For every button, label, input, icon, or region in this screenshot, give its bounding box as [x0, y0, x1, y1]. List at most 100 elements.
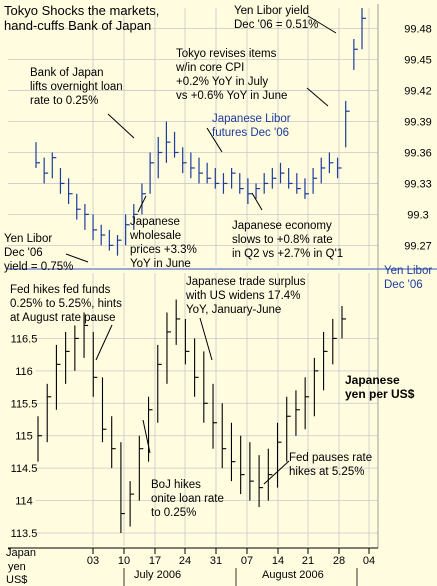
annotation-trade-1: Japanese trade surplus	[186, 276, 306, 288]
price-bars	[35, 8, 366, 534]
chart-title-line1: Tokyo Shocks the markets,	[4, 3, 159, 18]
libor-bar	[133, 204, 138, 230]
libor-bar	[312, 167, 318, 194]
annotation-libor-low-2: Dec '06	[4, 247, 43, 259]
libor-bar	[67, 178, 73, 205]
yen-bar	[65, 331, 70, 384]
x-month-august: August 2006	[262, 569, 324, 581]
yen-bar	[138, 435, 144, 501]
y-tick-label-bottom: 114	[15, 496, 33, 508]
yen-bar	[46, 383, 52, 443]
yen-bar	[120, 442, 125, 534]
libor-bar	[157, 137, 163, 179]
libor-bar	[255, 183, 261, 199]
annotation-fed-hike-1: Fed hikes fed funds	[10, 284, 111, 296]
y-tick-label-top: 99.39	[404, 117, 432, 129]
annotation-trade-2: with US widens 17.4%	[185, 290, 300, 302]
leader-cpi	[306, 87, 329, 107]
libor-bar	[247, 178, 252, 205]
libor-bar	[271, 167, 277, 189]
leader-boj-lift	[107, 113, 135, 139]
libor-bar	[190, 152, 195, 179]
annotation-libor-low-3: yield = 0.75%	[4, 261, 73, 273]
x-tick-label: 10	[118, 555, 130, 567]
libor-bar	[51, 152, 57, 179]
yen-bar	[101, 377, 107, 443]
libor-bar	[231, 167, 236, 189]
libor-bar	[59, 167, 65, 194]
annotation-trade-3: YoY, January-June	[186, 304, 281, 316]
libor-bar	[100, 224, 106, 246]
yen-bar	[258, 455, 264, 508]
leader-fed-hike	[95, 324, 113, 361]
yen-bar	[194, 338, 199, 397]
y-tick-label-bottom: 116	[15, 366, 33, 378]
libor-bar	[149, 152, 155, 194]
y-tick-label-top: 99.48	[404, 24, 432, 36]
libor-bar	[125, 214, 130, 246]
annotation-libor-futures-2: futures Dec '06	[212, 127, 289, 139]
yen-bar	[304, 377, 310, 430]
libor-bar	[345, 100, 350, 148]
libor-bar	[206, 162, 212, 184]
yen-bar	[111, 416, 116, 469]
annotation-economy-2: slows to +0.8% rate	[232, 234, 333, 246]
y-tick-label-bottom: 113.5	[11, 528, 38, 540]
libor-bar	[92, 214, 98, 241]
yen-bar	[221, 403, 227, 469]
libor-bar	[84, 204, 89, 230]
yen-bar	[249, 442, 254, 501]
yen-bar	[147, 396, 153, 462]
annotation-libor-right-2: Dec '06	[384, 279, 423, 291]
yen-bar	[74, 325, 79, 371]
annotation-boj-hike-3: to 0.25%	[151, 507, 196, 519]
libor-bar	[173, 131, 179, 158]
libor-bar	[182, 147, 187, 174]
leader-wholesale	[137, 195, 147, 213]
y-tick-label-bottom: 116.5	[11, 333, 38, 345]
yen-bar	[295, 390, 300, 436]
annotation-fed-pause-1: Fed pauses rate	[289, 452, 372, 464]
annotation-libor-right-1: Yen Libor	[384, 265, 432, 277]
libor-bar	[328, 152, 334, 174]
yen-bar	[341, 305, 346, 339]
libor-bar	[296, 173, 301, 194]
yen-bar	[276, 422, 282, 488]
libor-bar	[336, 157, 342, 179]
annotation-leaders	[65, 15, 337, 485]
x-tick-label: 03	[87, 555, 99, 567]
x-tick-label: 21	[302, 555, 314, 567]
chart-title-line2: hand-cuffs Bank of Japan	[4, 18, 151, 33]
leader-libor-low	[65, 253, 89, 263]
y-tick-label-bottom: 115.5	[11, 398, 38, 410]
libor-bar	[116, 235, 122, 256]
yen-bar	[184, 318, 190, 365]
yen-bar	[175, 299, 181, 345]
x-tick-label: 28	[333, 555, 345, 567]
yen-bar	[203, 351, 208, 423]
libor-bar	[288, 167, 293, 189]
annotation-boj-hike-1: BoJ hikes	[151, 479, 201, 491]
x-tick-label: 24	[179, 555, 191, 567]
y-tick-label-bottom: 115	[15, 431, 33, 443]
yen-bar	[166, 312, 171, 384]
leader-libor-yield-top	[307, 15, 337, 34]
leader-boj-hike	[142, 419, 151, 454]
annotation-libor-futures-1: Japanese Libor	[212, 113, 291, 125]
annotation-boj-lift-1: Bank of Japan	[30, 67, 104, 79]
annotation-fed-pause-2: hikes at 5.25%	[289, 466, 364, 478]
annotation-economy-1: Japanese economy	[232, 220, 332, 232]
annotation-cpi-1: Tokyo revises items	[176, 48, 277, 60]
annotation-wholesale-3: prices +3.3%	[130, 244, 197, 256]
x-tick-label: 31	[210, 555, 222, 567]
gridlines	[8, 8, 378, 546]
x-tick-label: 14	[272, 555, 284, 567]
annotation-cpi-4: vs +0.6% YoY in June	[176, 90, 287, 102]
yen-bar	[332, 318, 337, 365]
libor-bar	[263, 173, 269, 194]
annotation-fed-hike-3: at August rate pause	[10, 312, 116, 324]
libor-bar	[353, 38, 358, 70]
libor-bar	[141, 183, 146, 215]
